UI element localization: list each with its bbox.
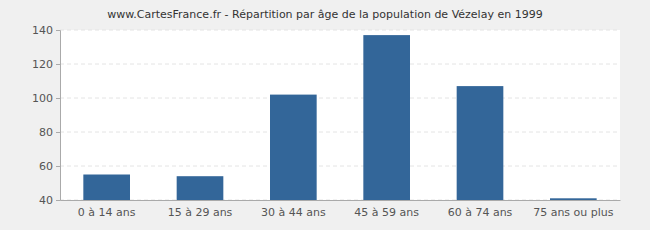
grid-line (60, 30, 620, 31)
tick-label: 45 à 59 ans (354, 206, 419, 219)
tick: 80 (39, 126, 60, 139)
axis-line (61, 200, 621, 201)
y-axis: 40 60 80 100 120 140 (32, 24, 61, 207)
grid-line (60, 64, 620, 65)
tick-label: 60 à 74 ans (448, 206, 513, 219)
axis-line (56, 31, 61, 201)
tick: 60 à 74 ans (448, 206, 513, 219)
bars (83, 35, 596, 200)
bar (177, 176, 224, 200)
tick-label: 60 (39, 160, 53, 173)
x-axis: 0 à 14 ans 15 à 29 ans 30 à 44 ans 45 à 59 … (61, 201, 621, 219)
tick-mark (56, 166, 60, 167)
tick-label: 140 (32, 24, 53, 37)
tick: 60 (39, 160, 60, 173)
tick-label: 75 ans ou plus (533, 206, 614, 219)
tick-label: 100 (32, 92, 53, 105)
bar (550, 198, 597, 200)
grid-line (60, 200, 620, 201)
tick-label: 30 à 44 ans (261, 206, 326, 219)
tick-mark (56, 30, 60, 31)
plot-background (60, 30, 620, 200)
title: www.CartesFrance.fr - Répartition par âg… (107, 8, 542, 21)
tick-label: 80 (39, 126, 53, 139)
grid-line (60, 132, 620, 133)
tick: 45 à 59 ans (354, 206, 419, 219)
chart: www.CartesFrance.fr - Répartition par âg… (0, 0, 650, 230)
tick: 15 à 29 ans (168, 206, 233, 219)
bar (363, 35, 410, 200)
tick-label: 15 à 29 ans (168, 206, 233, 219)
tick-mark (56, 98, 60, 99)
grid-line (60, 166, 620, 167)
plot: 40 60 80 100 120 140 0 à 14 ans 15 à 29 ans 30 à… (32, 24, 621, 219)
tick-label: 0 à 14 ans (78, 206, 136, 219)
grid (60, 30, 620, 200)
tick-label: 120 (32, 58, 53, 71)
tick: 30 à 44 ans (261, 206, 326, 219)
tick: 100 (32, 92, 60, 105)
tick: 75 ans ou plus (533, 206, 614, 219)
background (0, 0, 650, 230)
tick: 0 à 14 ans (78, 206, 136, 219)
tick-label: 40 (39, 194, 53, 207)
tick: 140 (32, 24, 60, 37)
tick-mark (56, 64, 60, 65)
bar (83, 175, 130, 201)
bar (270, 95, 317, 200)
tick-mark (56, 132, 60, 133)
tick: 120 (32, 58, 60, 71)
tick-mark (56, 200, 60, 201)
grid-line (60, 98, 620, 99)
bar (457, 86, 504, 200)
tick: 40 (39, 194, 60, 207)
